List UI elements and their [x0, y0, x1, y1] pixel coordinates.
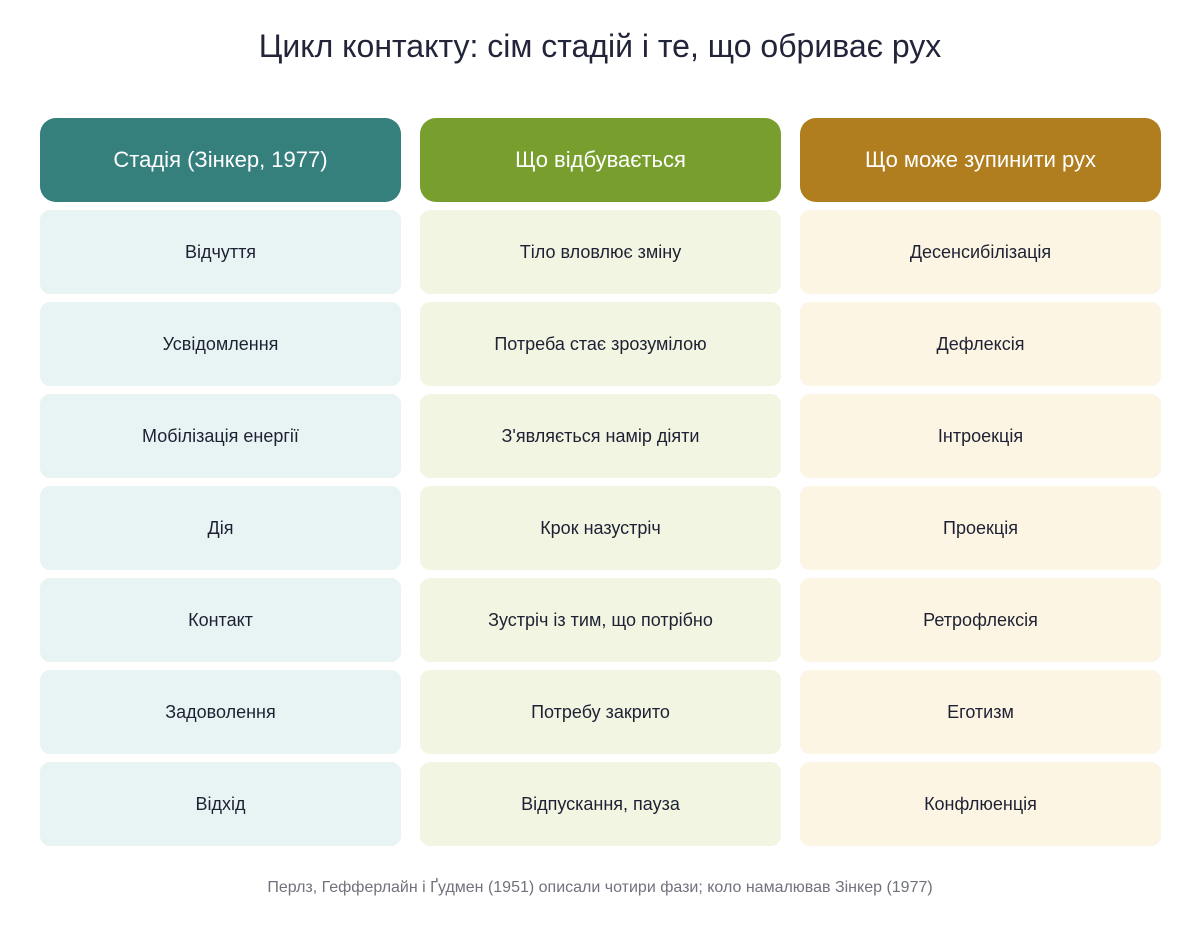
interruption-cell: Ретрофлексія — [800, 578, 1161, 662]
interruption-cell: Еготизм — [800, 670, 1161, 754]
interruption-cell: Десенсибілізація — [800, 210, 1161, 294]
what-happens-cell: Потреба стає зрозумілою — [420, 302, 781, 386]
interruption-cell: Дефлексія — [800, 302, 1161, 386]
what-happens-cell: Потребу закрито — [420, 670, 781, 754]
column-header-stage: Стадія (Зінкер, 1977) — [40, 118, 401, 202]
stage-cell: Відхід — [40, 762, 401, 846]
column-header-what-happens: Що відбувається — [420, 118, 781, 202]
what-happens-cell: Крок назустріч — [420, 486, 781, 570]
what-happens-cell: Тіло вловлює зміну — [420, 210, 781, 294]
what-happens-cell: З'являється намір діяти — [420, 394, 781, 478]
stage-cell: Відчуття — [40, 210, 401, 294]
stage-cell: Контакт — [40, 578, 401, 662]
stage-cell: Усвідомлення — [40, 302, 401, 386]
page-title: Цикл контакту: сім стадій і те, що обрив… — [258, 28, 942, 64]
column-header-interruptions: Що може зупинити рух — [800, 118, 1161, 202]
what-happens-cell: Зустріч із тим, що потрібно — [420, 578, 781, 662]
column-stage: Стадія (Зінкер, 1977) Відчуття Усвідомле… — [40, 118, 401, 846]
footnote: Перлз, Гефферлайн і Ґудмен (1951) описал… — [267, 879, 933, 896]
what-happens-cell: Відпускання, пауза — [420, 762, 781, 846]
interruption-cell: Проекція — [800, 486, 1161, 570]
interruption-cell: Конфлюенція — [800, 762, 1161, 846]
column-interruptions: Що може зупинити рух Десенсибілізація Де… — [800, 118, 1161, 846]
column-what-happens: Що відбувається Тіло вловлює зміну Потре… — [420, 118, 781, 846]
stage-cell: Задоволення — [40, 670, 401, 754]
stage-cell: Дія — [40, 486, 401, 570]
interruption-cell: Інтроекція — [800, 394, 1161, 478]
stage-cell: Мобілізація енергії — [40, 394, 401, 478]
